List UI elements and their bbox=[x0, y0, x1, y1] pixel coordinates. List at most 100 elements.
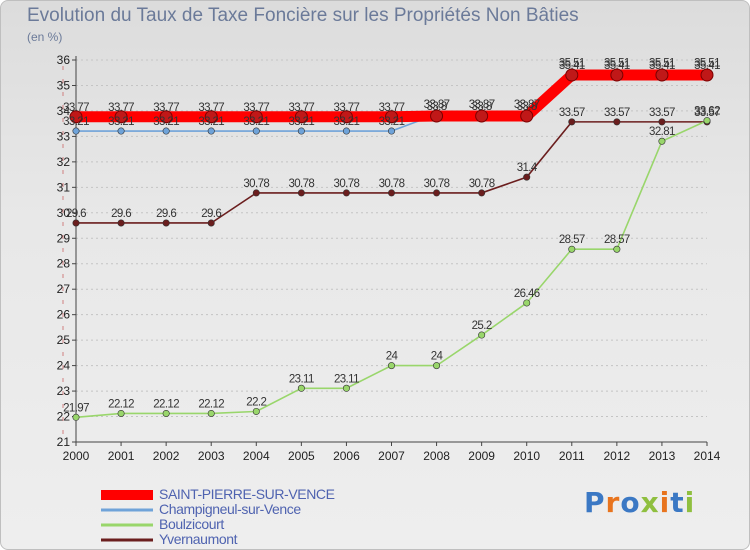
data-point bbox=[252, 127, 260, 135]
logo-letter: i bbox=[659, 486, 671, 519]
data-label: 28.57 bbox=[559, 234, 585, 246]
x-tick-label: 2005 bbox=[288, 449, 315, 463]
data-label: 22.12 bbox=[153, 398, 179, 410]
chart-legend: SAINT-PIERRE-SUR-VENCE Champigneul-sur-V… bbox=[101, 487, 335, 547]
data-point bbox=[114, 110, 128, 124]
x-tick-label: 2009 bbox=[468, 449, 495, 463]
data-point bbox=[207, 409, 215, 417]
data-point bbox=[385, 110, 398, 124]
legend-item-saint-pierre: SAINT-PIERRE-SUR-VENCE bbox=[101, 487, 335, 502]
logo-letter: i bbox=[684, 486, 696, 519]
data-point bbox=[565, 68, 579, 82]
data-point bbox=[387, 362, 395, 370]
data-point bbox=[117, 409, 125, 417]
data-label: 22.12 bbox=[198, 398, 224, 410]
data-point bbox=[72, 413, 80, 421]
data-point bbox=[297, 384, 305, 392]
data-label: 33.77 bbox=[108, 102, 134, 114]
data-label: 35.51 bbox=[559, 57, 585, 69]
logo-letter: t bbox=[670, 486, 685, 519]
y-tick-label: 33 bbox=[57, 129, 71, 143]
data-label: 33.8 bbox=[472, 101, 492, 113]
data-label: 26.46 bbox=[514, 288, 540, 300]
data-point bbox=[297, 127, 305, 135]
legend-label-champigneul: Champigneul-sur-Vence bbox=[159, 501, 301, 517]
data-label: 35.51 bbox=[649, 57, 675, 69]
y-tick-label: 36 bbox=[57, 53, 71, 67]
data-point bbox=[204, 110, 218, 124]
data-label: 24 bbox=[431, 351, 444, 363]
data-point bbox=[342, 127, 350, 135]
data-label: 35.51 bbox=[604, 57, 630, 69]
data-point bbox=[658, 118, 666, 126]
x-tick-label: 2008 bbox=[423, 449, 450, 463]
data-label: 35.51 bbox=[694, 57, 720, 69]
data-label: 33.8 bbox=[427, 101, 447, 113]
data-label: 23.11 bbox=[289, 373, 314, 385]
data-point bbox=[613, 245, 621, 253]
data-label: 33.21 bbox=[153, 116, 179, 128]
data-label: 30.78 bbox=[334, 178, 360, 190]
legend-swatch-champigneul bbox=[101, 508, 153, 511]
data-label: 33.77 bbox=[288, 102, 314, 114]
y-tick-label: 31 bbox=[57, 180, 71, 194]
legend-label-saint-pierre: SAINT-PIERRE-SUR-VENCE bbox=[159, 486, 335, 502]
data-point bbox=[523, 299, 531, 307]
data-point bbox=[478, 189, 486, 197]
data-label: 33.57 bbox=[604, 107, 630, 119]
x-tick-label: 2000 bbox=[63, 449, 90, 463]
data-point bbox=[249, 110, 263, 124]
data-label: 33.77 bbox=[243, 102, 269, 114]
data-point bbox=[207, 127, 215, 135]
data-label: 30.78 bbox=[469, 178, 495, 190]
data-point bbox=[520, 109, 534, 123]
x-tick-label: 2002 bbox=[153, 449, 180, 463]
legend-swatch-saint-pierre bbox=[101, 489, 153, 500]
y-tick-label: 34 bbox=[57, 104, 71, 118]
legend-swatch-boulzicourt bbox=[101, 523, 153, 526]
data-label: 30.78 bbox=[379, 178, 405, 190]
data-label: 24 bbox=[386, 351, 399, 363]
data-point bbox=[475, 109, 489, 123]
proxiti-logo: Proxiti bbox=[584, 486, 695, 519]
y-axis-unit: (en %) bbox=[27, 30, 63, 44]
legend-item-boulzicourt: Boulzicourt bbox=[101, 517, 335, 532]
data-point bbox=[72, 127, 80, 135]
data-label: 30.78 bbox=[243, 178, 269, 190]
data-point bbox=[433, 189, 441, 197]
data-label: 35.41 bbox=[649, 60, 675, 72]
x-tick-label: 2014 bbox=[694, 449, 721, 463]
data-label: 35.41 bbox=[694, 60, 720, 72]
data-point bbox=[117, 127, 125, 135]
x-tick-label: 2011 bbox=[559, 449, 585, 463]
data-point bbox=[162, 219, 170, 227]
data-point bbox=[342, 189, 350, 197]
data-label: 33.21 bbox=[243, 116, 269, 128]
data-label: 33.77 bbox=[379, 102, 405, 114]
x-tick-label: 2010 bbox=[513, 449, 540, 463]
data-point bbox=[433, 362, 441, 370]
logo-letter: o bbox=[620, 486, 641, 519]
data-label: 35.41 bbox=[559, 60, 585, 72]
legend-label-yvernaumont: Yvernaumont bbox=[159, 531, 238, 547]
data-label: 28.57 bbox=[604, 234, 630, 246]
data-point bbox=[613, 118, 621, 126]
data-label: 32.81 bbox=[649, 126, 675, 138]
x-tick-label: 2003 bbox=[198, 449, 225, 463]
data-label: 33.77 bbox=[63, 102, 89, 114]
data-label: 33.62 bbox=[694, 106, 720, 118]
y-tick-label: 22 bbox=[57, 410, 71, 424]
logo-letter: r bbox=[605, 486, 621, 519]
data-point bbox=[342, 384, 350, 392]
legend-label-boulzicourt: Boulzicourt bbox=[159, 516, 224, 532]
data-point bbox=[430, 109, 444, 123]
data-label: 21.97 bbox=[63, 402, 89, 414]
data-label: 22.2 bbox=[246, 396, 266, 408]
data-point bbox=[478, 331, 486, 339]
data-label: 25.2 bbox=[472, 320, 492, 332]
data-label: 33.21 bbox=[334, 116, 360, 128]
legend-item-champigneul: Champigneul-sur-Vence bbox=[101, 502, 335, 517]
data-label: 31.4 bbox=[517, 162, 538, 174]
data-point bbox=[207, 219, 215, 227]
series-line-boulzicourt bbox=[75, 119, 708, 419]
